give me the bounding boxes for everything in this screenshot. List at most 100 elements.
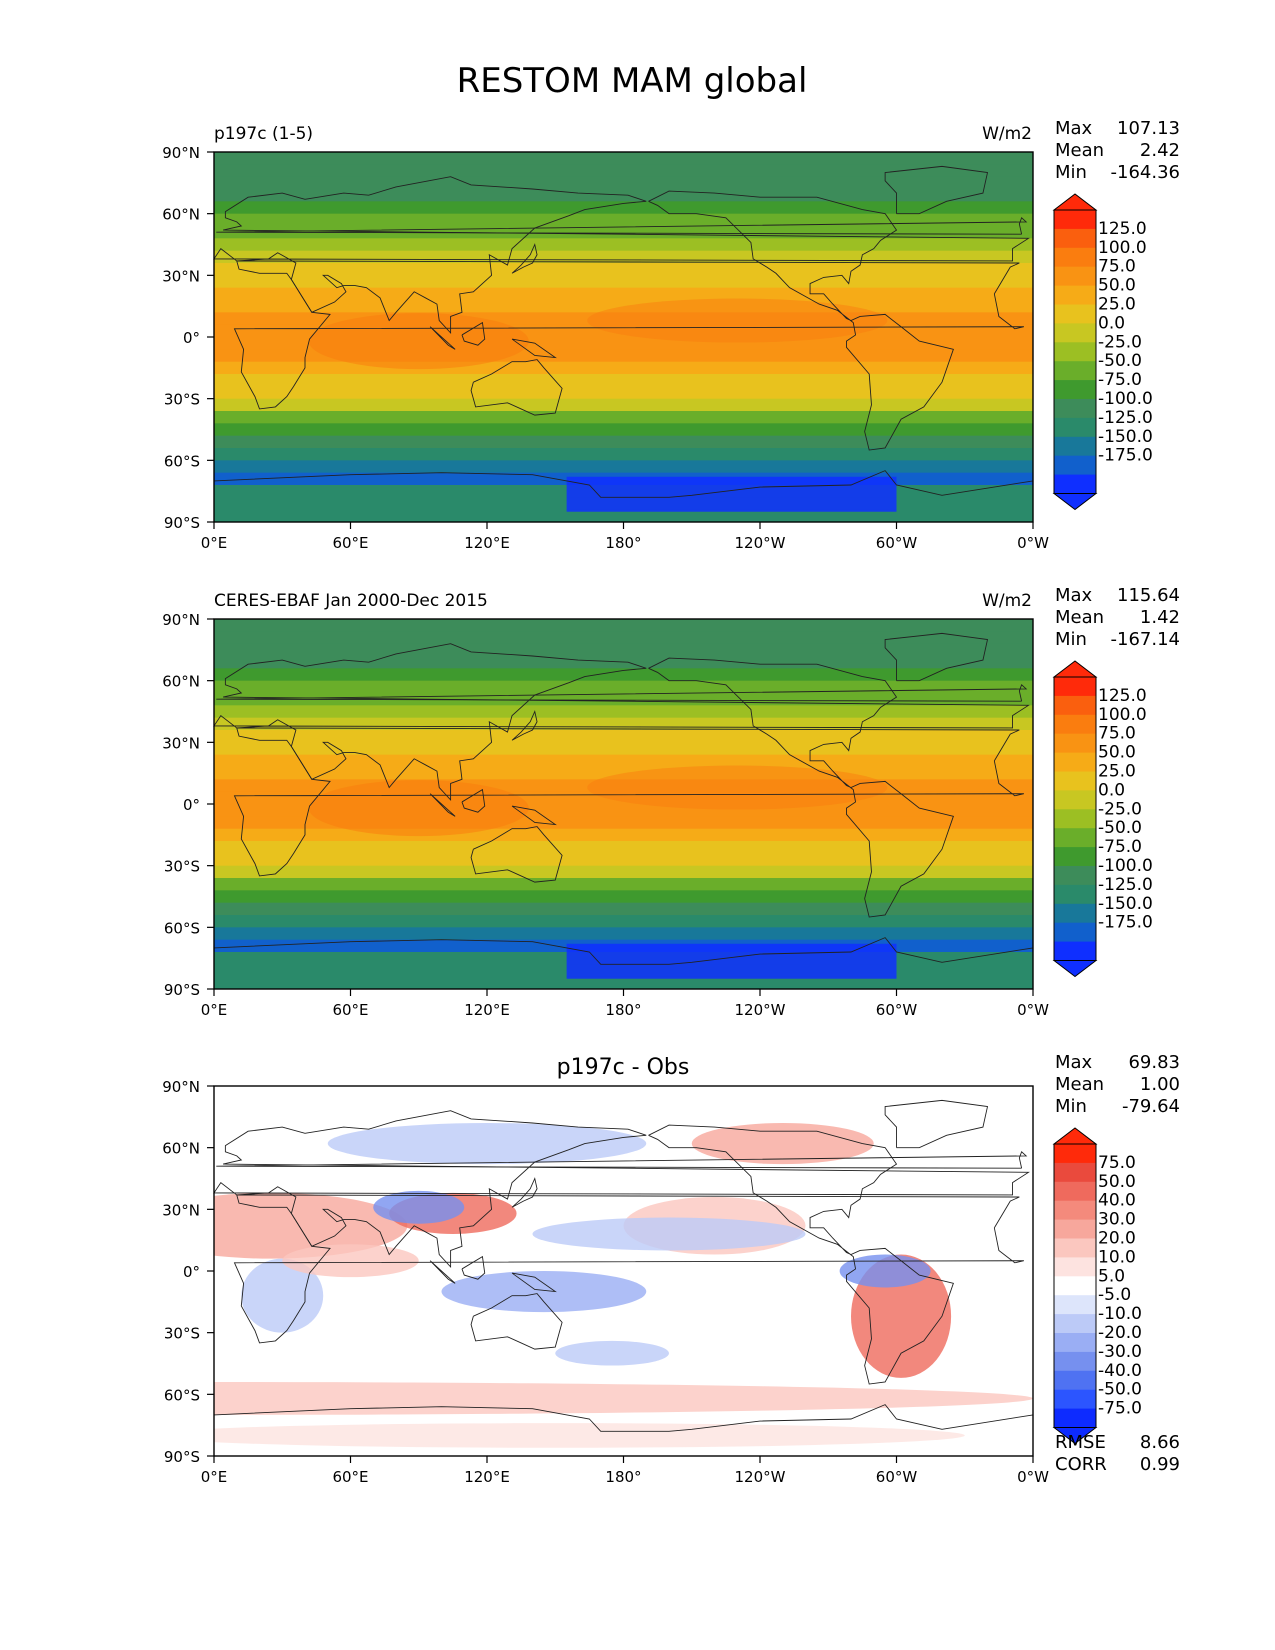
coastline bbox=[648, 1124, 954, 1385]
colorbar-segment bbox=[1054, 1144, 1096, 1164]
coastline bbox=[648, 657, 954, 918]
lat-tick-label: 30°S bbox=[164, 1325, 200, 1343]
lat-tick-label: 0° bbox=[183, 1263, 200, 1281]
colorbar-label: -150.0 bbox=[1098, 894, 1153, 914]
colorbar-label: 125.0 bbox=[1098, 219, 1147, 239]
field-band bbox=[214, 1110, 1033, 1124]
rmse-corr-box: RMSE 8.66 CORR 0.99 bbox=[1055, 1432, 1180, 1475]
colorbar-segment bbox=[1054, 474, 1096, 494]
colorbar-label: -30.0 bbox=[1098, 1342, 1142, 1362]
colorbar-segment bbox=[1054, 304, 1096, 324]
coastline bbox=[511, 805, 557, 826]
colorbar-label: 20.0 bbox=[1098, 1229, 1136, 1249]
stat-max-label: Max bbox=[1055, 118, 1093, 139]
map-area bbox=[213, 1085, 1034, 1457]
lon-tick-label: 120°E bbox=[464, 1468, 510, 1486]
coastline bbox=[648, 190, 954, 451]
lon-tick-label: 0°E bbox=[201, 1468, 228, 1486]
lat-tick-label: 90°S bbox=[164, 981, 200, 999]
field-band bbox=[214, 1332, 1033, 1346]
colorbar-label: -50.0 bbox=[1098, 818, 1142, 838]
lat-tick-label: 30°N bbox=[162, 267, 200, 285]
colorbar-label: 100.0 bbox=[1098, 238, 1147, 258]
stat-mean-label: Mean bbox=[1055, 140, 1104, 161]
figure-title: RESTOM MAM global bbox=[457, 61, 808, 101]
southern-ocean-region bbox=[566, 943, 897, 979]
colorbar-segment bbox=[1054, 677, 1096, 697]
colorbar-segment bbox=[1054, 1200, 1096, 1220]
panel-title-left: CERES-EBAF Jan 2000-Dec 2015 bbox=[214, 591, 488, 611]
colorbar-segment bbox=[1054, 866, 1096, 886]
stat-mean-label: Mean bbox=[1055, 607, 1104, 628]
colorbar: 125.0100.075.050.025.00.0-25.0-50.0-75.0… bbox=[1052, 660, 1153, 978]
lat-tick-label: 30°S bbox=[164, 391, 200, 409]
field-band bbox=[214, 361, 1033, 375]
field-band bbox=[214, 398, 1033, 412]
stat-min-value: -167.14 bbox=[1111, 629, 1180, 650]
lon-tick-label: 60°W bbox=[876, 534, 918, 552]
lon-tick-label: 0°W bbox=[1017, 534, 1049, 552]
stat-max-label: Max bbox=[1055, 1052, 1093, 1073]
panel-test: p197c (1-5) W/m2 90°N60°N30°N0°30°S60°S9… bbox=[162, 118, 1180, 552]
field-band bbox=[214, 509, 1033, 522]
lat-tick-label: 90°N bbox=[162, 1078, 200, 1096]
colorbar-label: -75.0 bbox=[1098, 370, 1142, 390]
coastline bbox=[213, 470, 1034, 498]
colorbar-segment bbox=[1054, 771, 1096, 791]
colorbar-frame bbox=[1053, 676, 1097, 961]
colorbar-segment bbox=[1054, 342, 1096, 362]
field-band bbox=[214, 201, 1033, 215]
field-band bbox=[214, 656, 1033, 669]
colorbar-label: 25.0 bbox=[1098, 762, 1136, 782]
colorbar-segment bbox=[1054, 903, 1096, 924]
colorbar-segment bbox=[1054, 790, 1096, 810]
coastline bbox=[461, 321, 486, 346]
field-band bbox=[214, 754, 1033, 768]
colorbar-label: 100.0 bbox=[1098, 705, 1147, 725]
colorbar-segment bbox=[1054, 228, 1096, 249]
lat-tick-label: 60°N bbox=[162, 206, 200, 224]
colorbar-label: -25.0 bbox=[1098, 799, 1142, 819]
lat-tick-label: 30°N bbox=[162, 734, 200, 752]
anomaly-region bbox=[241, 1258, 324, 1333]
colorbar-label: -175.0 bbox=[1098, 446, 1153, 466]
coastline bbox=[470, 1293, 563, 1350]
field-band bbox=[214, 853, 1033, 867]
warm-pool-region bbox=[308, 313, 529, 370]
coastline bbox=[233, 1194, 1024, 1344]
coastline bbox=[213, 643, 1030, 802]
coastline bbox=[884, 165, 989, 215]
colorbar-segment bbox=[1054, 1238, 1096, 1258]
colorbar-label: -125.0 bbox=[1098, 408, 1153, 428]
stat-max-label: Max bbox=[1055, 585, 1093, 606]
stat-mean-value: 1.00 bbox=[1140, 1074, 1180, 1095]
field-band bbox=[214, 865, 1033, 879]
colorbar-segment bbox=[1054, 1333, 1096, 1353]
panel-title-right: W/m2 bbox=[982, 124, 1032, 144]
field-band bbox=[214, 730, 1033, 743]
panel-title-left: p197c (1-5) bbox=[214, 124, 313, 144]
colorbar-segment bbox=[1054, 1351, 1096, 1372]
colorbar-segment bbox=[1054, 380, 1096, 400]
field-band bbox=[214, 643, 1033, 657]
coastline bbox=[884, 1099, 989, 1149]
colorbar-label: -75.0 bbox=[1098, 1399, 1142, 1419]
field-band bbox=[214, 238, 1033, 252]
field-band bbox=[214, 411, 1033, 424]
field-band bbox=[214, 460, 1033, 474]
lat-tick-label: 30°N bbox=[162, 1201, 200, 1219]
field-band bbox=[214, 1320, 1033, 1334]
lon-tick-label: 60°E bbox=[332, 1001, 368, 1019]
contour-field bbox=[214, 619, 1033, 989]
panel-title-center: p197c - Obs bbox=[557, 1055, 690, 1080]
lat-tick-label: 60°S bbox=[164, 452, 200, 470]
anomaly-region bbox=[373, 1190, 465, 1224]
field-band bbox=[214, 915, 1033, 928]
colorbar-segment bbox=[1054, 1276, 1096, 1296]
stat-mean-value: 2.42 bbox=[1140, 140, 1180, 161]
coastline bbox=[511, 338, 557, 359]
colorbar-segment bbox=[1054, 752, 1096, 772]
colorbar-label: -40.0 bbox=[1098, 1361, 1142, 1381]
lat-tick-label: 90°N bbox=[162, 611, 200, 629]
